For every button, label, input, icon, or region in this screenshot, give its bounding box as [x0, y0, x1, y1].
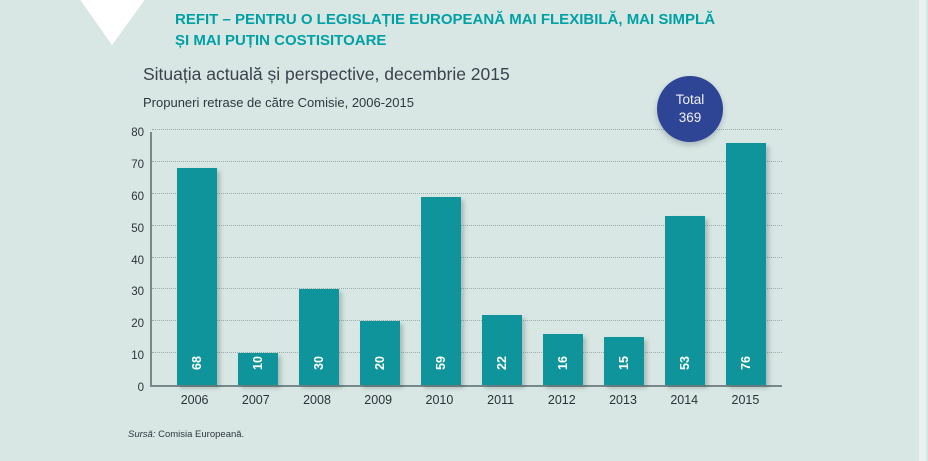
x-tick-label-2007: 2007 [241, 393, 270, 407]
bar-value-label-2015: 76 [738, 356, 753, 370]
x-tick-label-2014: 2014 [670, 393, 699, 407]
y-tick-label-40: 40 [131, 254, 144, 267]
bar-2014: 53 [664, 216, 705, 385]
bar-value-label-2007: 10 [250, 356, 265, 370]
y-tick-label-0: 0 [137, 382, 144, 394]
bars-row: 68 10 30 20 59 22 16 15 53 76 [152, 132, 782, 385]
bar-slot-2012: 16 [532, 334, 593, 385]
gridline-40 [152, 256, 782, 258]
bar-value-label-2013: 15 [616, 356, 631, 370]
total-badge-label: Total [675, 92, 705, 107]
bar-value-label-2011: 22 [494, 356, 509, 370]
x-tick-label-2013: 2013 [609, 393, 637, 407]
x-tick-label-2009: 2009 [364, 393, 393, 407]
bar-value-label-2006: 68 [189, 356, 204, 370]
gridline-60 [152, 192, 782, 194]
gridline-70 [152, 160, 782, 162]
y-tick-label-50: 50 [131, 222, 144, 235]
source-note: Sursă: Comisia Europeană. [128, 429, 244, 440]
source-text: Comisia Europeană. [155, 429, 245, 440]
bar-slot-2007: 10 [227, 353, 288, 385]
total-badge-value: 369 [678, 110, 702, 125]
gridline-30 [152, 288, 782, 290]
page-title-line2: ȘI MAI PUȚIN COSTISITOARE [175, 32, 387, 49]
total-badge: Total 369 [657, 76, 723, 142]
bar-2011: 22 [481, 314, 522, 385]
bar-2006: 68 [176, 168, 217, 385]
bar-chart-plot-area: 68 10 30 20 59 22 16 15 53 76 [150, 129, 782, 387]
bar-value-label-2009: 20 [372, 356, 387, 370]
y-tick-label-20: 20 [131, 318, 144, 331]
x-tick-label-2012: 2012 [547, 393, 576, 407]
gridline-10 [152, 352, 782, 354]
bar-2007: 10 [237, 353, 278, 385]
bar-value-label-2012: 16 [555, 356, 570, 370]
y-tick-label-30: 30 [131, 286, 144, 299]
bar-2009: 20 [359, 321, 400, 385]
page-title-line1: REFIT – PENTRU O LEGISLAȚIE EUROPEANĂ MA… [175, 11, 716, 28]
bar-slot-2006: 68 [166, 168, 227, 385]
source-label: Sursă: [128, 429, 156, 440]
y-tick-label-10: 10 [131, 350, 144, 363]
gridline-20 [152, 320, 782, 322]
bar-value-label-2014: 53 [677, 356, 692, 370]
gridline-50 [152, 224, 782, 226]
bar-slot-2008: 30 [288, 289, 349, 385]
y-tick-label-70: 70 [131, 158, 144, 171]
y-tick-label-60: 60 [131, 190, 144, 203]
right-edge-highlight [919, 0, 926, 461]
gridline-80 [152, 129, 782, 130]
x-tick-label-2010: 2010 [425, 393, 454, 407]
x-axis-labels: 2006 2007 2008 2009 2010 2011 2012 2013 2014 2015 [150, 393, 782, 407]
bar-slot-2013: 15 [593, 337, 654, 385]
bar-2010: 59 [420, 196, 461, 385]
decorative-diamond-shape [80, 0, 145, 45]
subtitle: Situația actuală și perspective, decembr… [143, 64, 510, 84]
bar-value-label-2008: 30 [311, 356, 326, 370]
bar-slot-2009: 20 [349, 321, 410, 385]
bar-slot-2014: 53 [654, 216, 715, 385]
bar-2015: 76 [725, 142, 766, 385]
chart-title: Propuneri retrase de către Comisie, 2006… [143, 95, 414, 110]
page-title: REFIT – PENTRU O LEGISLAȚIE EUROPEANĂ MA… [175, 9, 815, 51]
bar-slot-2015: 76 [715, 142, 776, 385]
bar-2013: 15 [603, 337, 644, 385]
bar-slot-2010: 59 [410, 196, 471, 385]
x-tick-label-2006: 2006 [180, 393, 209, 407]
bar-2008: 30 [298, 289, 339, 385]
x-tick-label-2015: 2015 [731, 393, 760, 407]
y-axis-labels: 0 10 20 30 40 50 60 70 80 [100, 127, 144, 394]
x-tick-label-2011: 2011 [487, 393, 515, 407]
x-tick-label-2008: 2008 [303, 393, 331, 407]
bar-slot-2011: 22 [471, 314, 532, 385]
bar-2012: 16 [542, 334, 583, 385]
bar-value-label-2010: 59 [433, 356, 448, 370]
y-tick-label-80: 80 [131, 127, 144, 139]
